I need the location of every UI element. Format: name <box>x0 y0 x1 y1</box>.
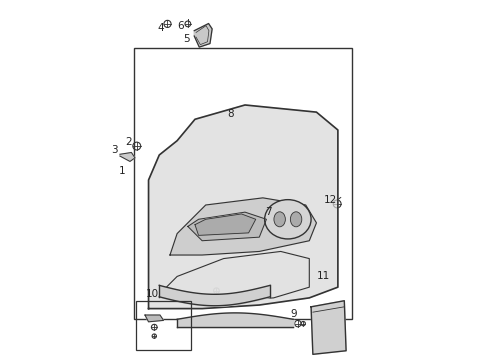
Ellipse shape <box>265 200 311 239</box>
Text: 8: 8 <box>227 109 234 119</box>
Text: 5: 5 <box>183 34 189 44</box>
Ellipse shape <box>274 212 285 227</box>
Text: 1: 1 <box>119 166 125 176</box>
Ellipse shape <box>291 212 302 227</box>
Polygon shape <box>311 301 346 354</box>
Text: 2: 2 <box>125 138 132 148</box>
Text: 10: 10 <box>146 289 159 299</box>
Text: 6: 6 <box>177 21 184 31</box>
Text: 9: 9 <box>290 309 296 319</box>
Text: 7: 7 <box>265 207 271 217</box>
Polygon shape <box>170 198 317 255</box>
Polygon shape <box>188 212 267 241</box>
Polygon shape <box>145 315 164 322</box>
Text: 12: 12 <box>324 195 337 204</box>
Text: 3: 3 <box>111 145 118 155</box>
Polygon shape <box>148 105 338 309</box>
Text: 4: 4 <box>158 23 164 33</box>
Polygon shape <box>194 23 212 47</box>
Text: 11: 11 <box>317 271 330 282</box>
Polygon shape <box>195 214 256 235</box>
Polygon shape <box>120 153 135 161</box>
Polygon shape <box>163 251 309 301</box>
